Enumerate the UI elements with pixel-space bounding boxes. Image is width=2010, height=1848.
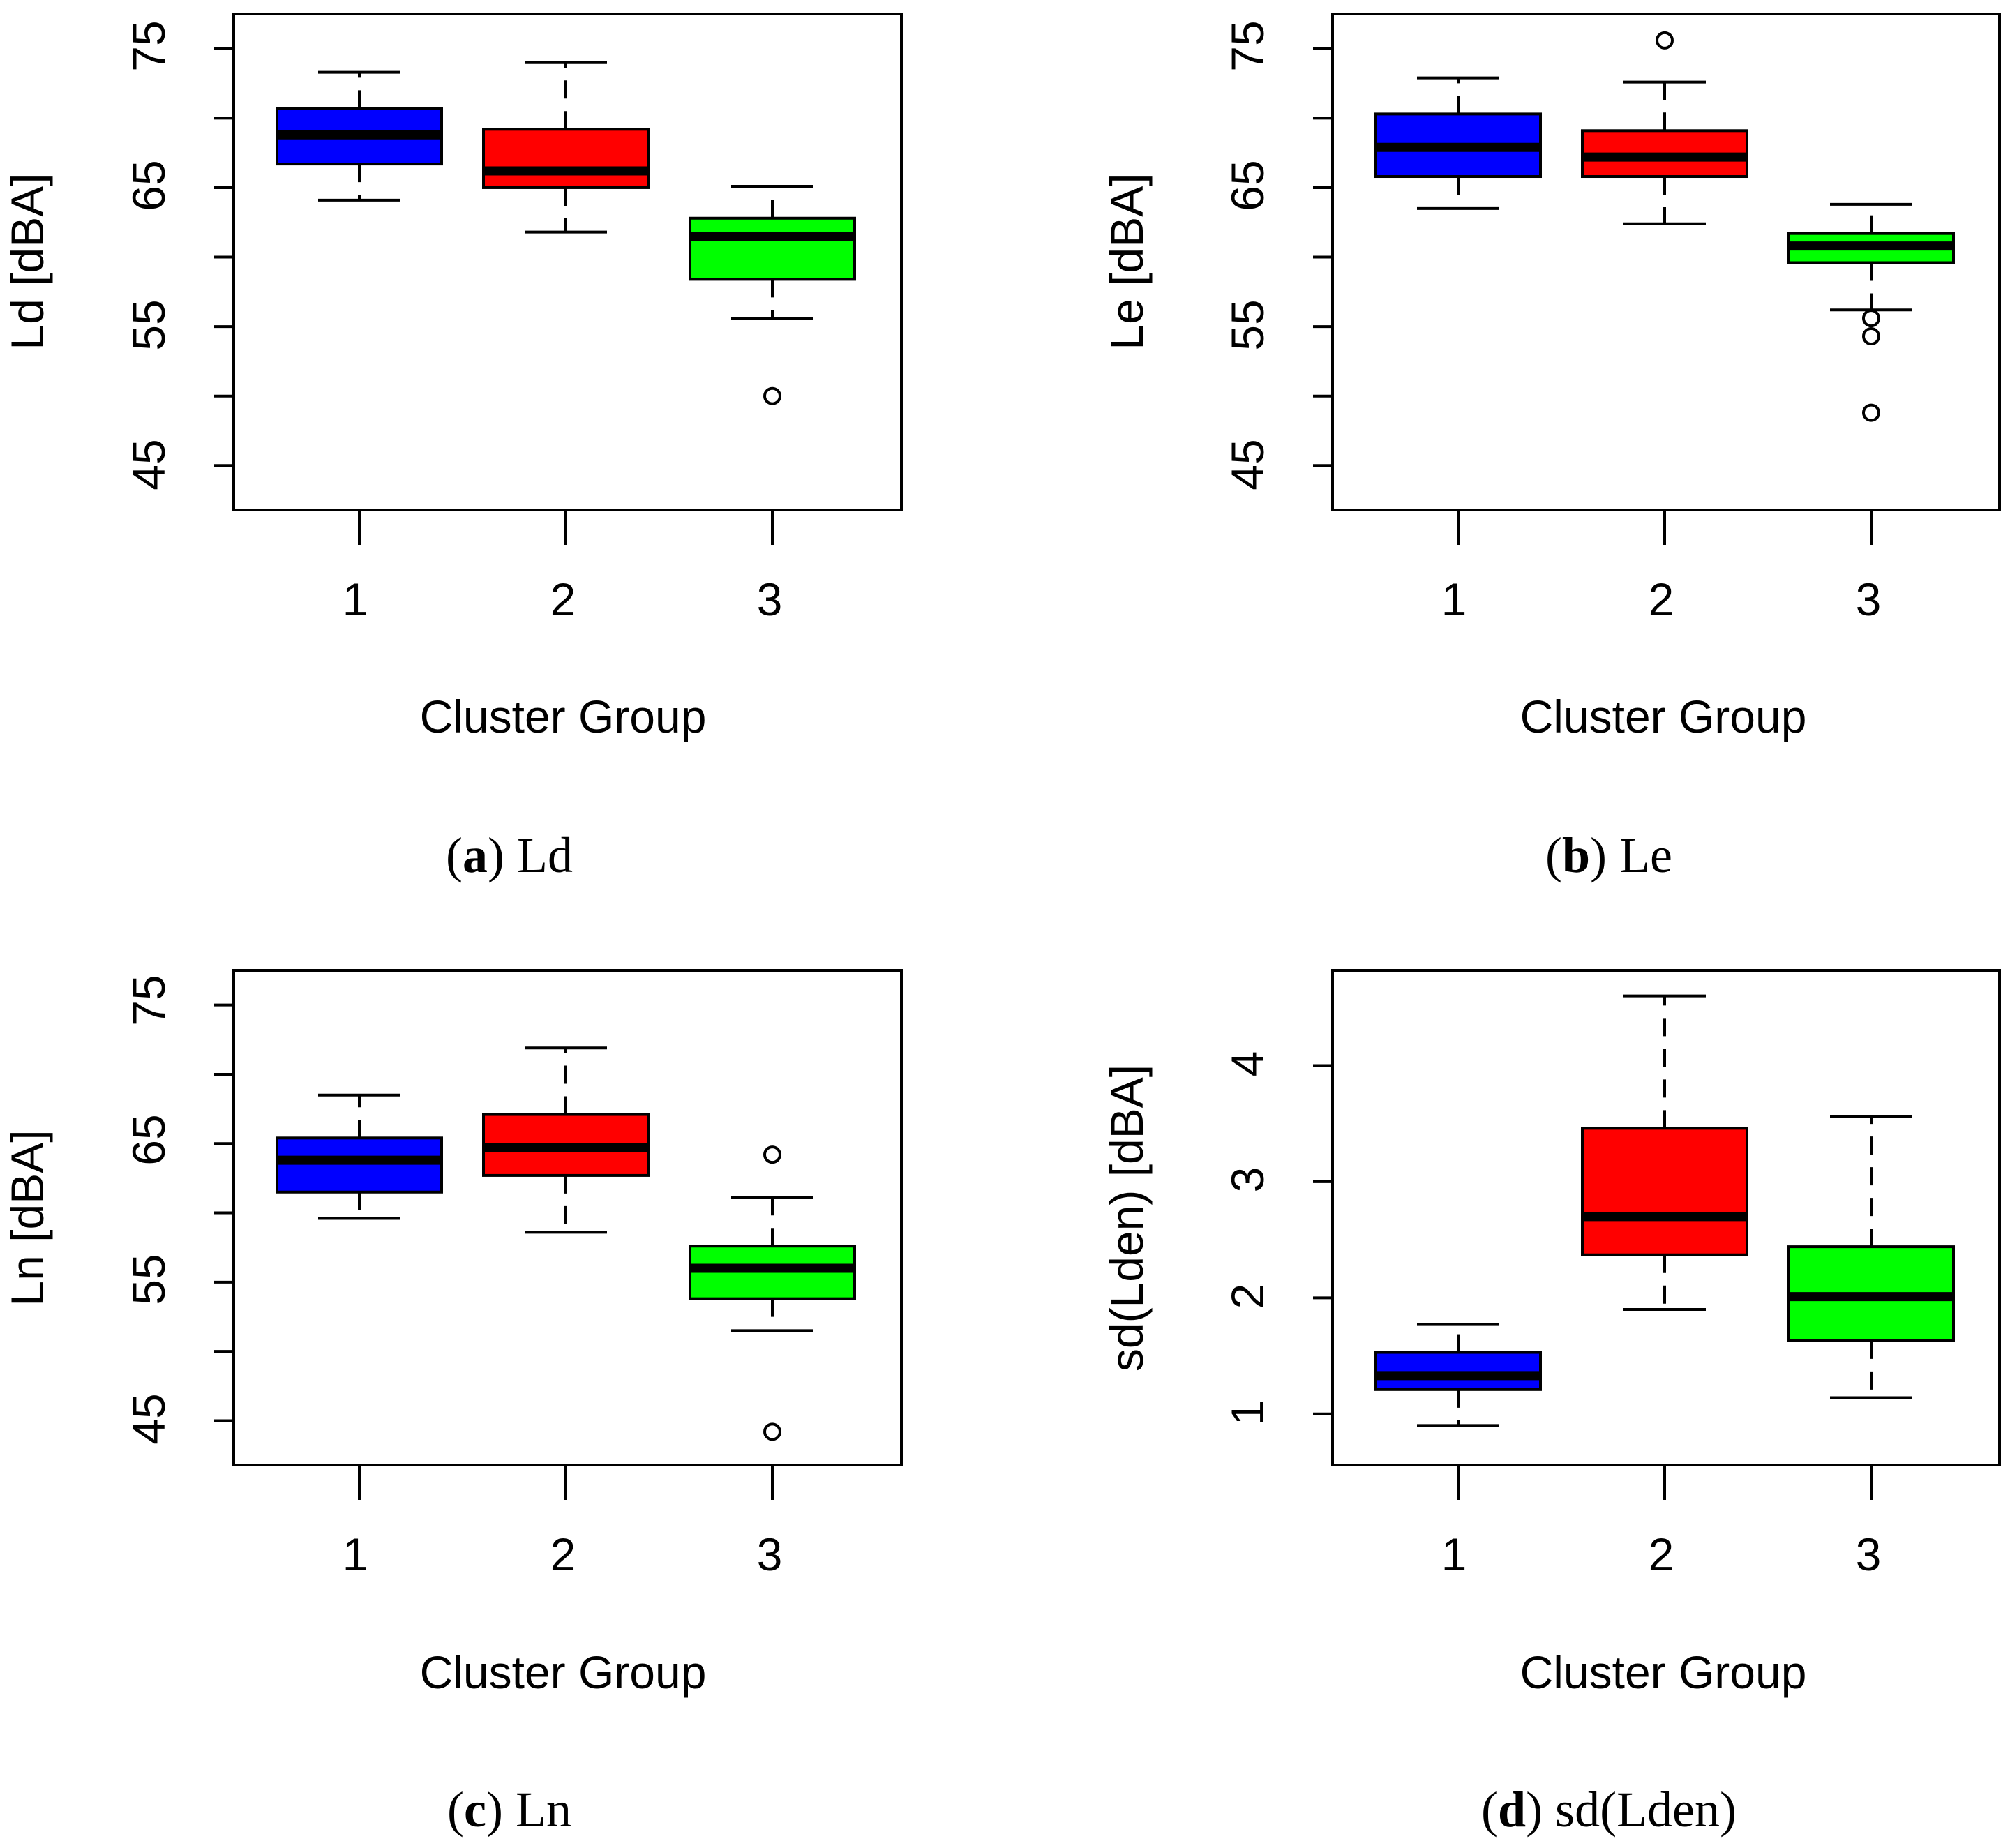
y-tick-label: 55 xyxy=(1222,299,1273,350)
box-group-2 xyxy=(482,61,650,234)
panel-caption: (b) Le xyxy=(1545,827,1672,883)
outlier-point xyxy=(1862,309,1880,328)
boxes xyxy=(214,47,856,545)
y-axis-title: Le [dBA] xyxy=(1101,173,1153,350)
y-tick-label: 4 xyxy=(1222,1051,1273,1077)
x-tick-label: 2 xyxy=(1649,573,1674,625)
x-tick-label: 3 xyxy=(757,573,783,625)
boxes xyxy=(1313,994,1955,1500)
x-tick-label: 2 xyxy=(550,1528,576,1580)
caption-letter: c xyxy=(464,1782,486,1838)
box-group-1 xyxy=(1374,76,1542,210)
box-group-1 xyxy=(1374,1323,1542,1427)
x-tick-label: 2 xyxy=(550,573,576,625)
y-axis-title: Ld [dBA] xyxy=(1,173,53,350)
outlier-point xyxy=(1656,31,1674,50)
caption-text: sd(Lden) xyxy=(1555,1782,1737,1838)
box-group-2 xyxy=(1581,994,1748,1311)
x-tick-label: 2 xyxy=(1649,1528,1674,1580)
caption-letter: b xyxy=(1562,827,1590,883)
y-tick-label: 45 xyxy=(1222,439,1273,490)
panel-c: Ln [dBA] Cluster Group 45 55 65 75 1 2 3… xyxy=(1,969,903,1838)
y-tick-label: 45 xyxy=(123,439,174,490)
panel-d: sd(Lden) [dBA] Cluster Group 1 2 3 4 1 2… xyxy=(1101,969,2001,1838)
outlier-point xyxy=(763,386,781,405)
panel-b: Le [dBA] Cluster Group 45 55 65 75 1 2 3… xyxy=(1101,13,2001,883)
box-group-3 xyxy=(689,1145,856,1441)
caption-letter: d xyxy=(1498,1782,1526,1838)
y-tick-label: 2 xyxy=(1222,1284,1273,1309)
panel-caption: (a) Ld xyxy=(446,827,573,883)
x-tick-label: 1 xyxy=(343,573,368,625)
iqr-box xyxy=(276,1136,443,1194)
panel-caption: (d) sd(Lden) xyxy=(1481,1782,1737,1838)
y-tick-label: 75 xyxy=(1222,20,1273,71)
x-axis-title: Cluster Group xyxy=(420,691,707,742)
box-group-3 xyxy=(689,184,856,405)
y-tick-label: 75 xyxy=(123,20,174,71)
y-axis-title: Ln [dBA] xyxy=(1,1129,53,1306)
x-tick-label: 3 xyxy=(1856,573,1882,625)
x-tick-label: 1 xyxy=(343,1528,368,1580)
y-tick-label: 55 xyxy=(123,1254,174,1305)
y-tick-label: 3 xyxy=(1222,1167,1273,1193)
caption-text: Ld xyxy=(517,827,573,883)
box-group-2 xyxy=(482,1046,650,1234)
y-tick-label: 1 xyxy=(1222,1400,1273,1426)
box-group-3 xyxy=(1787,1115,1955,1399)
outlier-point xyxy=(763,1145,781,1164)
panel-a: Ld [dBA] Cluster Group 45 55 65 75 1 2 3… xyxy=(1,13,903,883)
caption-text: Le xyxy=(1619,827,1672,883)
box-group-1 xyxy=(276,70,443,202)
x-axis-title: Cluster Group xyxy=(420,1646,707,1698)
y-axis-title: sd(Lden) [dBA] xyxy=(1101,1065,1153,1372)
caption-text: Ln xyxy=(516,1782,571,1838)
y-tick-label: 65 xyxy=(123,160,174,211)
outlier-point xyxy=(763,1422,781,1441)
x-tick-label: 3 xyxy=(1856,1528,1882,1580)
x-tick-label: 3 xyxy=(757,1528,783,1580)
y-tick-label: 65 xyxy=(123,1114,174,1165)
caption-letter: a xyxy=(463,827,488,883)
y-tick-label: 65 xyxy=(1222,160,1273,211)
x-axis-title: Cluster Group xyxy=(1520,691,1807,742)
boxes xyxy=(1313,31,1955,545)
iqr-box xyxy=(1374,1351,1542,1391)
x-tick-label: 1 xyxy=(1441,573,1467,625)
box-group-3 xyxy=(1787,202,1955,422)
y-tick-label: 75 xyxy=(123,975,174,1026)
y-tick-label: 45 xyxy=(123,1393,174,1444)
panel-caption: (c) Ln xyxy=(447,1782,571,1838)
outlier-point xyxy=(1862,403,1880,422)
y-tick-label: 55 xyxy=(123,299,174,350)
box-group-2 xyxy=(1581,31,1748,225)
box-group-1 xyxy=(276,1093,443,1220)
iqr-box xyxy=(1581,1127,1748,1256)
iqr-box xyxy=(482,128,650,189)
x-axis-title: Cluster Group xyxy=(1520,1646,1807,1698)
iqr-box xyxy=(689,216,856,281)
x-tick-label: 1 xyxy=(1441,1528,1467,1580)
boxes xyxy=(214,1003,856,1500)
outlier-point xyxy=(1862,327,1880,346)
